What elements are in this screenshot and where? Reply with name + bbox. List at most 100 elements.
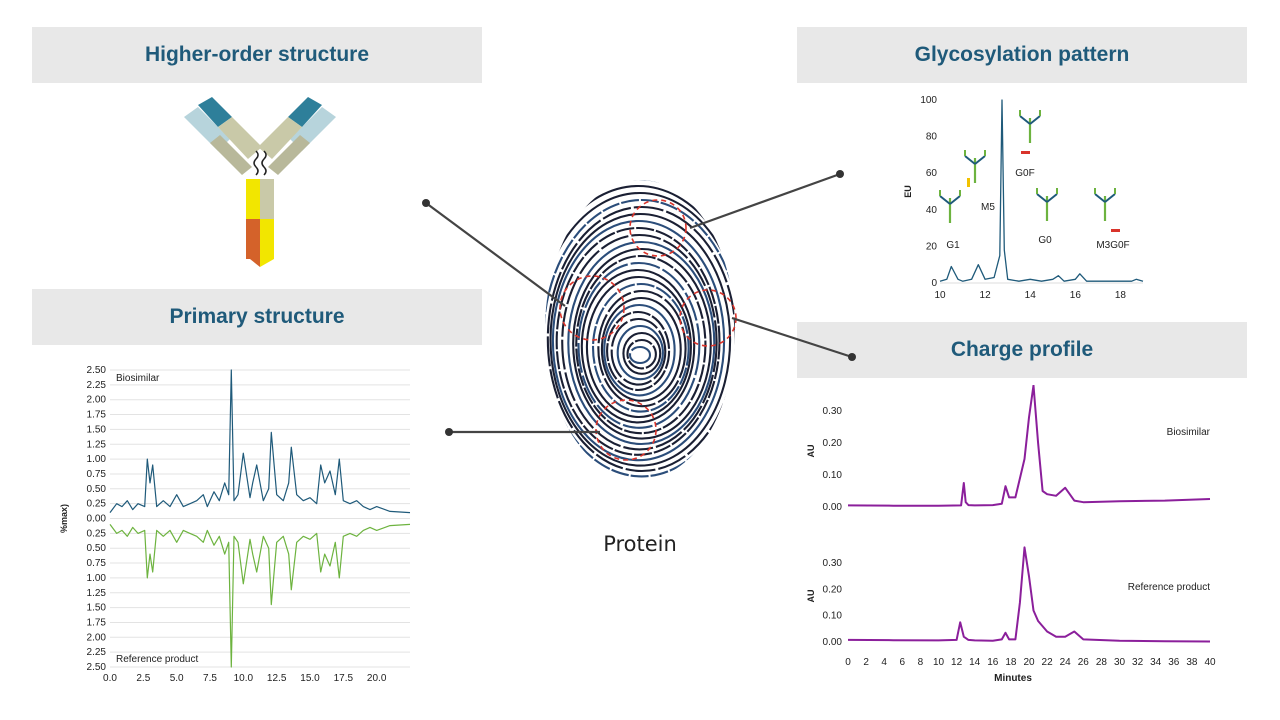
charge-ytick-label: 0.30: [823, 406, 843, 417]
glyco-ytick-label: 60: [926, 168, 938, 179]
primary-reference-trace: [109, 523, 411, 668]
charge-xtick-label: 8: [918, 657, 924, 668]
fingerprint-ridge: [555, 226, 721, 456]
charge-series-label: Reference product: [1128, 582, 1210, 593]
primary-biosimilar-trace: [109, 369, 411, 514]
antibody-fc-ch2-right: [260, 179, 274, 219]
antibody-right-heavy: [258, 117, 302, 159]
fingerprint-ridge: [545, 184, 735, 480]
charge-xtick-label: 36: [1168, 657, 1180, 668]
glyco-trace: [939, 99, 1144, 282]
primary-ytick-label: 1.00: [87, 573, 107, 584]
primary-ytick-label: 0.50: [87, 484, 107, 495]
charge-xtick-label: 40: [1204, 657, 1216, 668]
charge-ytick-label: 0.00: [823, 502, 843, 513]
primary-ytick-label: 0.75: [87, 469, 107, 480]
charge-xtick-label: 24: [1060, 657, 1072, 668]
primary-ytick-label: 0.25: [87, 499, 107, 510]
primary-ytick-label: 1.50: [87, 424, 107, 435]
antibody-left-light: [210, 135, 252, 175]
charge-xtick-label: 6: [900, 657, 906, 668]
charge-xtick-label: 14: [969, 657, 981, 668]
charge-xtick-label: 34: [1150, 657, 1162, 668]
primary-ytick-label: 1.25: [87, 588, 107, 599]
primary-structure-chart: 2.50 2.25 2.00 1.75 1.50 1.25 1.00 0.75 0.50 0.25…: [59, 365, 411, 684]
fingerprint-ridge: [628, 345, 652, 365]
fingerprint-ridges: [545, 180, 735, 480]
fingerprint-ridge: [603, 303, 676, 397]
antibody-right-light: [268, 135, 310, 175]
charge-ytick-label: 0.20: [823, 584, 843, 595]
primary-xtick-label: 2.5: [136, 673, 150, 684]
glycan-branch: [1036, 193, 1048, 203]
antibody-left-heavy: [218, 117, 262, 159]
primary-ytick-label: 0.00: [87, 514, 107, 525]
glycan-label-g0f: G0F: [1015, 168, 1034, 179]
highlight-circle-glycosylation: [629, 199, 687, 257]
glycan-branch: [939, 195, 951, 205]
antibody-left-variable: [198, 97, 232, 127]
antibody-right-variable: [288, 97, 322, 127]
connector-dot-higher-order: [422, 199, 430, 207]
connector-glycosylation: [689, 172, 841, 230]
primary-ylabel: %max): [59, 504, 69, 533]
primary-ytick-label: 2.00: [87, 395, 107, 406]
glycan-branch: [1104, 193, 1116, 203]
primary-xtick-label: 20.0: [367, 673, 387, 684]
primary-xtick-label: 15.0: [300, 673, 320, 684]
glycan-branch: [1094, 193, 1106, 203]
glycan-fucose-marker: [1021, 151, 1030, 154]
charge-xtick-label: 28: [1096, 657, 1108, 668]
hinge-right: [261, 150, 267, 176]
fingerprint-ridge: [575, 254, 707, 435]
glyco-ytick-label: 20: [926, 241, 938, 252]
primary-ytick-label: 2.50: [87, 662, 107, 673]
fingerprint-ridge: [551, 219, 726, 462]
primary-ytick-label: 1.50: [87, 603, 107, 614]
glyco-ytick-label: 100: [920, 95, 937, 106]
primary-ytick-label: 0.75: [87, 558, 107, 569]
charge-xlabel: Minutes: [994, 673, 1032, 684]
primary-ytick-label: 2.25: [87, 380, 107, 391]
primary-ytick-label: 1.00: [87, 454, 107, 465]
glyco-xtick-label: 12: [980, 290, 992, 301]
glycan-label-g0: G0: [1038, 235, 1052, 246]
glycosylation-chart: 0 20 40 60 80 100 10 12 14 16 18 EU M5 G0F G1 G0 M3G0F: [903, 95, 1144, 301]
antibody-fc-ch2-left: [246, 179, 260, 219]
charge-ytick-label: 0.30: [823, 558, 843, 569]
fingerprint-ridge: [622, 331, 662, 375]
primary-xtick-label: 5.0: [170, 673, 184, 684]
charge-ytick-label: 0.10: [823, 611, 843, 622]
antibody-fc-ch3-left: [246, 219, 260, 267]
charge-ytick-label: 0.00: [823, 637, 843, 648]
fingerprint-ridge: [600, 296, 682, 402]
fingerprint-ridge: [580, 268, 696, 424]
charge-profile-chart: 0.00 0.10 0.20 0.30 AU Biosimilar 0.00 0.10 0.20…: [806, 385, 1216, 684]
glyco-xtick-label: 14: [1025, 290, 1037, 301]
glyco-ylabel: EU: [903, 185, 913, 198]
charge-xtick-label: 20: [1023, 657, 1035, 668]
fingerprint-ridge: [545, 191, 735, 480]
glyco-xtick-label: 16: [1070, 290, 1082, 301]
fingerprint-ridge: [546, 205, 735, 473]
fingerprint-ridge: [545, 198, 735, 478]
fingerprint-illustration: [545, 180, 737, 480]
glycan-galactose-marker: [967, 178, 970, 187]
charge-xtick-label: 30: [1114, 657, 1126, 668]
glycan-branch: [964, 155, 976, 165]
charge-trace-reference: [847, 546, 1211, 643]
glycan-label-g1: G1: [946, 240, 960, 251]
glycan-branch: [1029, 115, 1041, 125]
connector-dot-glycosylation: [836, 170, 844, 178]
charge-ytick-label: 0.20: [823, 438, 843, 449]
primary-title: Primary structure: [32, 289, 482, 345]
primary-xtick-label: 0.0: [103, 673, 117, 684]
primary-xtick-label: 7.5: [203, 673, 217, 684]
primary-xtick-label: 10.0: [234, 673, 254, 684]
highlight-circle-charge: [679, 289, 737, 347]
protein-label: Protein: [603, 532, 677, 556]
primary-ytick-label: 1.25: [87, 439, 107, 450]
primary-biosimilar-label: Biosimilar: [116, 373, 160, 384]
glycan-branch: [1046, 193, 1058, 203]
